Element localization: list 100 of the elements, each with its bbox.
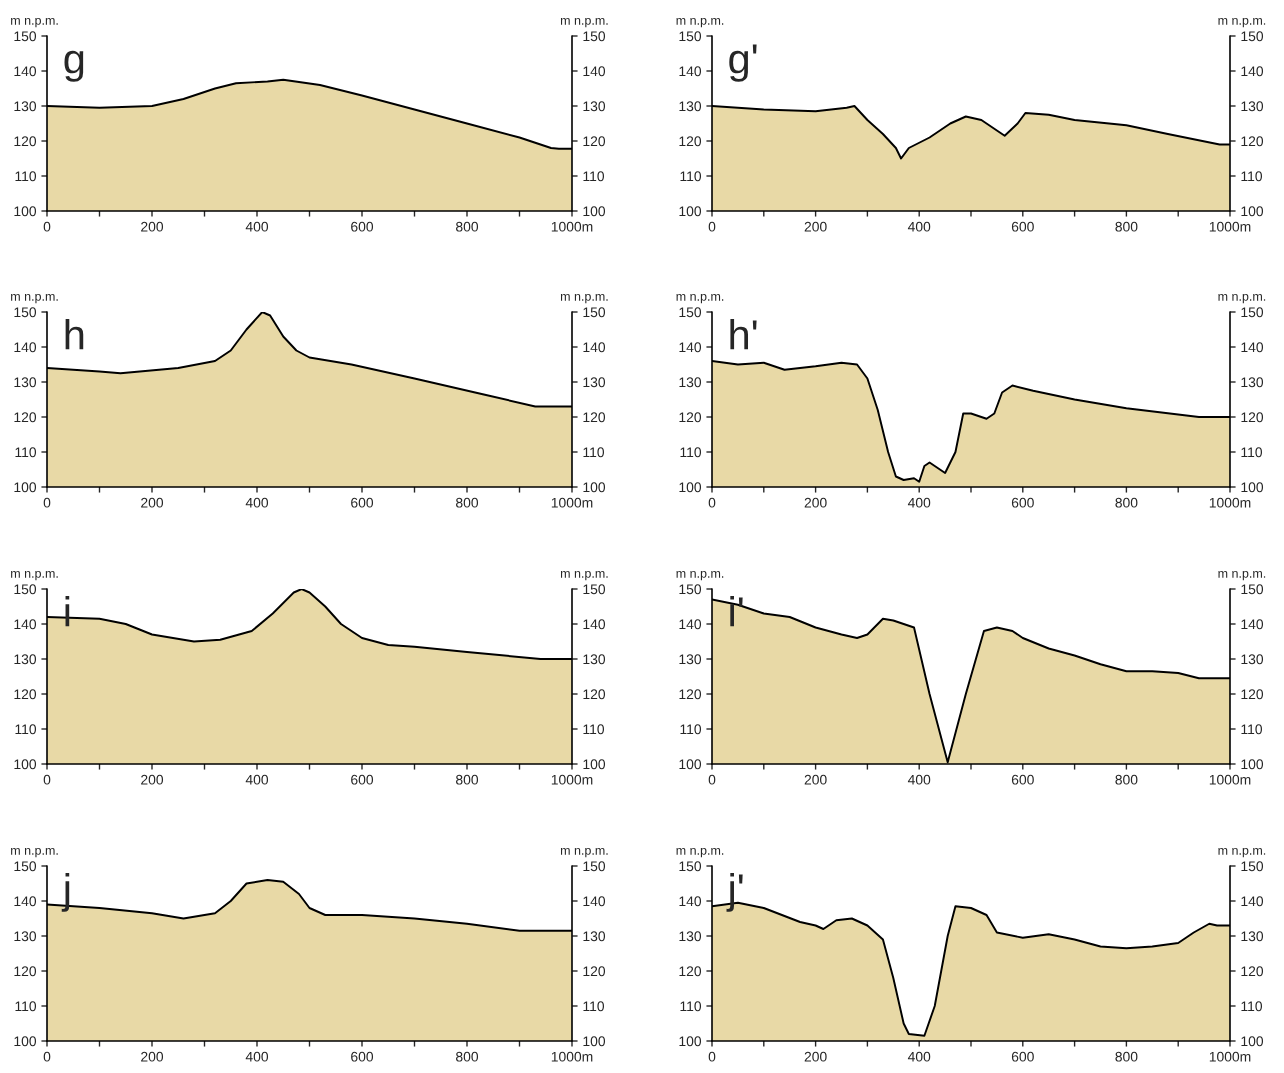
y-tick-label: 150	[14, 307, 37, 318]
y-tick-label: 100	[679, 759, 702, 770]
x-tick-label: 800	[1115, 497, 1138, 508]
x-tick-label: 800	[456, 774, 479, 785]
y-tick-label: 140	[679, 619, 702, 630]
x-tick-label: 0	[43, 221, 51, 232]
y2-tick-label: 150	[1241, 584, 1264, 595]
y2-axis-title: m n.p.m.	[1218, 17, 1266, 28]
chart-title: i	[65, 596, 70, 627]
x-tick-label: 0	[43, 774, 51, 785]
y2-tick-label: 100	[1241, 206, 1264, 217]
x-tick-label: 1000m	[551, 774, 593, 785]
x-tick-label: 400	[245, 1051, 269, 1062]
y2-tick-label: 100	[583, 1036, 606, 1047]
x-tick-label: 600	[351, 497, 374, 508]
x-tick-label: 200	[804, 497, 827, 508]
x-tick-label: 800	[456, 221, 479, 232]
x-tick-label: 0	[708, 1051, 716, 1062]
x-tick-label: 0	[708, 774, 716, 785]
y2-tick-label: 150	[583, 307, 606, 318]
y2-tick-label: 130	[1241, 101, 1264, 112]
y2-tick-label: 150	[1241, 307, 1264, 318]
x-tick-label: 800	[456, 497, 479, 508]
x-tick-label: 0	[43, 1051, 51, 1062]
x-tick-label: 200	[141, 1051, 164, 1062]
y-tick-label: 100	[14, 759, 37, 770]
y2-tick-label: 110	[1241, 1001, 1263, 1012]
y2-tick-label: 140	[583, 66, 606, 77]
x-tick-label: 800	[1115, 1051, 1138, 1062]
y2-tick-label: 110	[1241, 724, 1263, 735]
y2-axis-title: m n.p.m.	[560, 570, 608, 581]
y-axis-title: m n.p.m.	[11, 570, 58, 581]
y-tick-label: 110	[15, 724, 37, 735]
y-tick-label: 130	[14, 654, 37, 665]
x-tick-label: 400	[245, 774, 269, 785]
y2-axis-title: m n.p.m.	[1218, 847, 1266, 858]
y-tick-label: 120	[679, 966, 702, 977]
y2-tick-label: 100	[583, 482, 606, 493]
y2-tick-label: 100	[1241, 759, 1264, 770]
y2-axis-title: m n.p.m.	[1218, 570, 1266, 581]
x-tick-label: 400	[245, 497, 269, 508]
y-tick-label: 130	[14, 377, 37, 388]
y-tick-label: 100	[679, 1036, 702, 1047]
y-tick-label: 150	[14, 861, 37, 872]
y2-tick-label: 120	[583, 966, 606, 977]
y-tick-label: 140	[679, 66, 702, 77]
x-tick-label: 1000m	[1209, 221, 1251, 232]
x-tick-label: 200	[141, 221, 164, 232]
x-tick-label: 200	[804, 774, 827, 785]
y-axis-title: m n.p.m.	[11, 293, 58, 304]
y2-tick-label: 130	[583, 377, 606, 388]
y-tick-label: 140	[14, 896, 37, 907]
x-tick-label: 400	[907, 774, 931, 785]
x-tick-label: 400	[907, 221, 931, 232]
y-tick-label: 120	[14, 966, 37, 977]
y-tick-label: 130	[679, 931, 702, 942]
x-tick-label: 0	[708, 221, 716, 232]
y-tick-label: 100	[14, 1036, 37, 1047]
y-axis-title: m n.p.m.	[11, 847, 58, 858]
y-tick-label: 150	[679, 307, 702, 318]
y-tick-label: 140	[14, 619, 37, 630]
y2-tick-label: 150	[583, 861, 606, 872]
y2-tick-label: 120	[583, 412, 606, 423]
y-tick-label: 110	[680, 171, 702, 182]
y2-tick-label: 130	[583, 101, 606, 112]
x-tick-label: 600	[1011, 497, 1034, 508]
y-tick-label: 150	[14, 31, 37, 42]
x-tick-label: 200	[141, 774, 164, 785]
x-tick-label: 800	[456, 1051, 479, 1062]
y2-tick-label: 140	[1241, 342, 1264, 353]
y2-tick-label: 130	[583, 931, 606, 942]
y-axis-title: m n.p.m.	[11, 17, 58, 28]
y2-tick-label: 100	[583, 206, 606, 217]
y2-tick-label: 150	[1241, 31, 1264, 42]
y2-tick-label: 100	[1241, 1036, 1264, 1047]
y-tick-label: 140	[14, 342, 37, 353]
y-tick-label: 100	[14, 482, 37, 493]
y2-tick-label: 120	[583, 689, 606, 700]
x-tick-label: 0	[43, 497, 51, 508]
y2-tick-label: 150	[583, 584, 606, 595]
x-tick-label: 1000m	[551, 497, 593, 508]
y-axis-title: m n.p.m.	[676, 570, 724, 581]
y-tick-label: 150	[679, 584, 702, 595]
y2-tick-label: 110	[583, 171, 605, 182]
y2-tick-label: 140	[583, 896, 606, 907]
y2-axis-title: m n.p.m.	[1218, 293, 1266, 304]
x-tick-label: 800	[1115, 774, 1138, 785]
y-tick-label: 110	[15, 171, 37, 182]
y2-tick-label: 120	[583, 136, 606, 147]
y2-tick-label: 110	[1241, 171, 1263, 182]
chart-title: h	[65, 319, 84, 350]
y2-tick-label: 140	[583, 619, 606, 630]
x-tick-label: 200	[141, 497, 164, 508]
y-tick-label: 110	[15, 447, 37, 458]
x-tick-label: 1000m	[1209, 497, 1251, 508]
y2-tick-label: 140	[1241, 896, 1264, 907]
x-tick-label: 1000m	[551, 1051, 593, 1062]
y-tick-label: 110	[680, 447, 702, 458]
y-tick-label: 120	[14, 689, 37, 700]
y-tick-label: 140	[14, 66, 37, 77]
